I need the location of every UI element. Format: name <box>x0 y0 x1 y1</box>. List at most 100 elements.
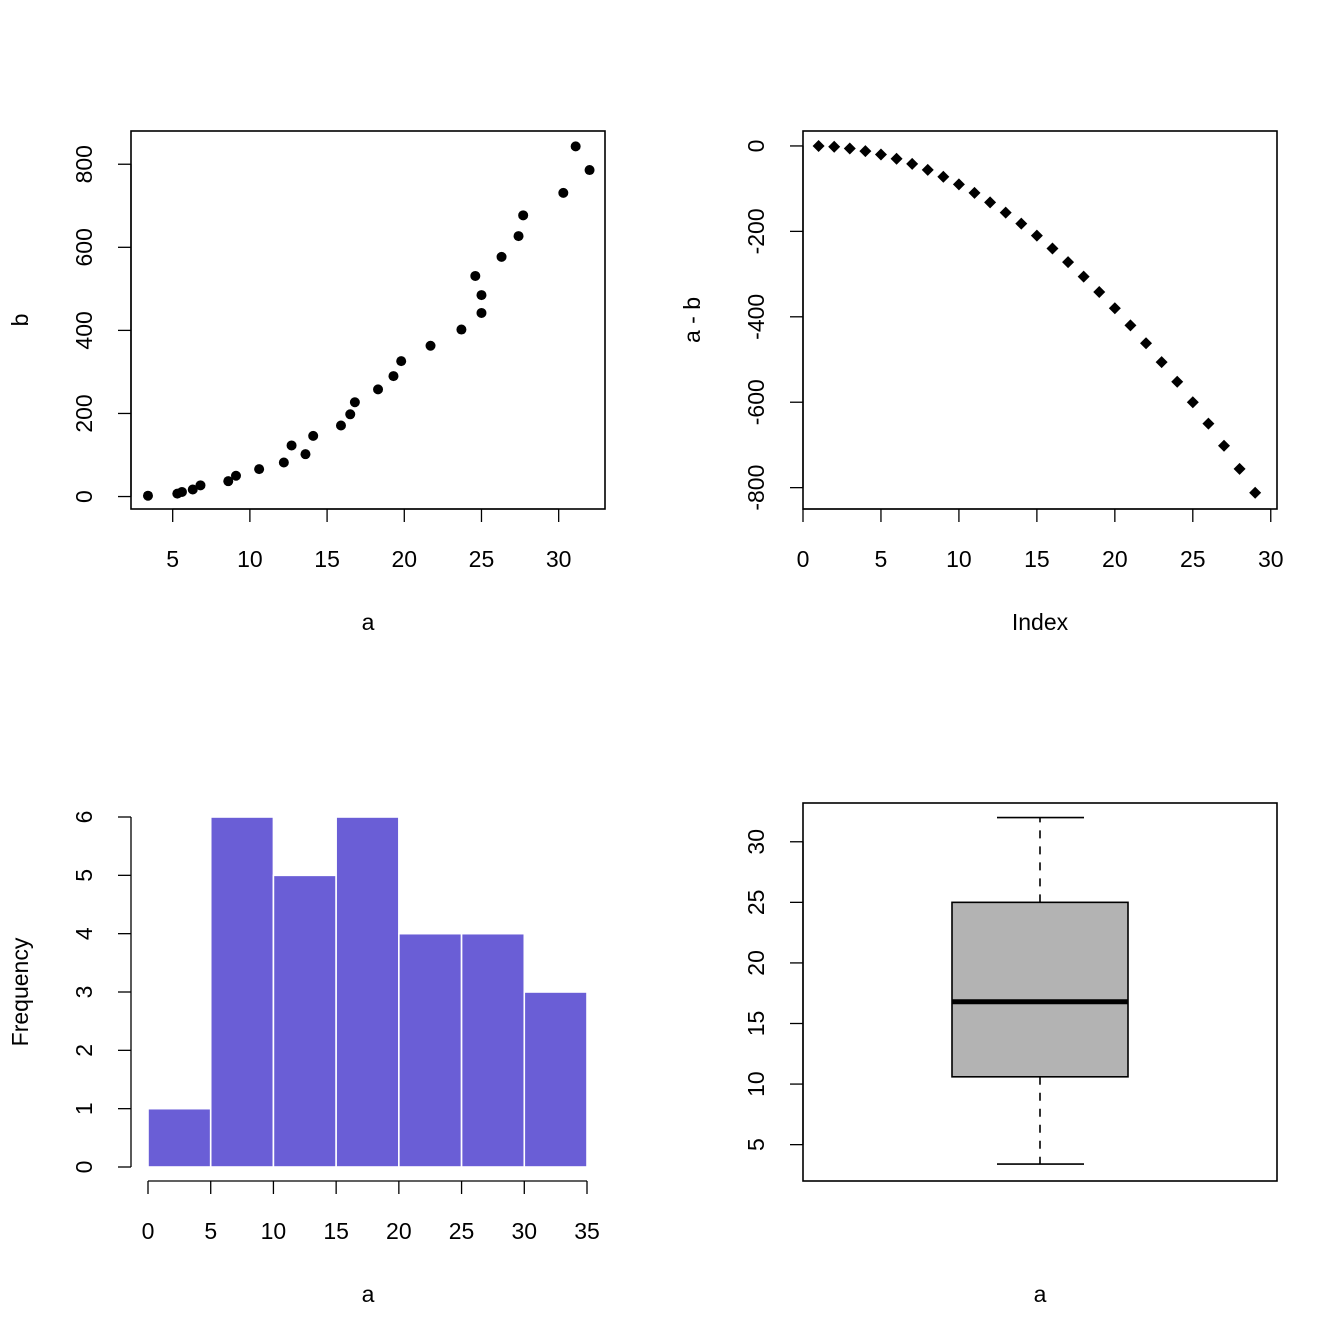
axis-title-x: a <box>1034 1281 1047 1307</box>
plot-frame <box>802 130 1278 510</box>
y-tick-label: 400 <box>71 311 97 349</box>
axis-title-x: Index <box>1012 609 1069 635</box>
data-point <box>1202 417 1215 430</box>
data-point <box>984 196 997 209</box>
x-tick-label: 5 <box>204 1218 217 1244</box>
data-point <box>1233 462 1246 475</box>
data-point <box>286 440 297 451</box>
data-point <box>278 457 289 468</box>
y-tick-label: 20 <box>743 950 769 976</box>
data-point <box>1140 337 1153 350</box>
axis-title-y: Frequency <box>7 937 33 1046</box>
y-tick-label: 5 <box>743 1138 769 1151</box>
data-point <box>518 210 529 221</box>
y-tick-label: 0 <box>71 490 97 503</box>
x-tick-label: 0 <box>797 546 810 572</box>
x-tick-label: 30 <box>1258 546 1284 572</box>
data-point <box>1217 439 1230 452</box>
data-point <box>1249 486 1262 499</box>
histogram-bar <box>209 816 275 1168</box>
y-tick-label: 6 <box>71 811 97 824</box>
plot-frame <box>130 130 606 510</box>
histogram-a: a Frequency 0 5 10 15 20 25 30 35 0 1 2 3 4 5 6 <box>7 811 600 1307</box>
data-point <box>142 490 153 501</box>
y-tick-label: 1 <box>71 1102 97 1115</box>
data-point <box>456 324 467 335</box>
x-tick-label: 20 <box>386 1218 412 1244</box>
y-tick-label: -400 <box>743 294 769 340</box>
interquartile-box <box>951 901 1129 1078</box>
histogram-bar <box>523 991 588 1168</box>
data-point <box>1108 302 1121 315</box>
y-tick-label: -200 <box>743 208 769 254</box>
y-tick-label: 800 <box>71 145 97 183</box>
data-point <box>496 251 507 262</box>
data-point <box>513 231 524 242</box>
data-point <box>843 142 856 155</box>
histogram-bar <box>460 932 526 1168</box>
data-point <box>937 170 950 183</box>
data-point <box>570 141 581 152</box>
y-tick-label: 0 <box>743 140 769 153</box>
data-point <box>1046 242 1059 255</box>
data-point <box>187 484 198 495</box>
x-tick-label: 10 <box>237 546 263 572</box>
y-tick-label: 4 <box>71 927 97 940</box>
data-point <box>388 371 399 382</box>
data-point <box>859 145 872 158</box>
axis-title-y: a - b <box>679 297 705 343</box>
data-point <box>1124 319 1137 332</box>
x-tick-label: 15 <box>323 1218 349 1244</box>
data-point <box>345 409 356 420</box>
data-point <box>335 420 346 431</box>
data-point <box>1015 217 1028 230</box>
axis-title-x: a <box>362 1281 375 1307</box>
data-point <box>906 157 919 170</box>
y-tick-label: 600 <box>71 228 97 266</box>
y-tick-label: 30 <box>743 829 769 855</box>
x-tick-label: 20 <box>1102 546 1128 572</box>
axis-title-y: b <box>7 314 33 327</box>
data-point <box>223 476 234 487</box>
data-point <box>828 140 841 153</box>
histogram-bar <box>398 932 463 1168</box>
data-point <box>300 449 311 460</box>
x-tick-label: 10 <box>261 1218 287 1244</box>
y-tick-label: 3 <box>71 986 97 999</box>
y-tick-label: 10 <box>743 1071 769 1097</box>
y-tick-label: 2 <box>71 1044 97 1057</box>
data-point <box>921 163 934 176</box>
scatter-a-vs-b: a b 5 10 15 20 25 30 0 200 400 600 800 <box>7 130 606 635</box>
data-point <box>476 290 487 301</box>
boxplot-a: a 5 10 15 20 25 30 <box>743 802 1278 1307</box>
data-point <box>254 464 265 475</box>
data-point <box>812 139 825 152</box>
data-point <box>373 384 384 395</box>
histogram-bar <box>147 1107 212 1168</box>
data-point <box>952 178 965 191</box>
y-tick-label: 5 <box>71 869 97 882</box>
y-tick-label: -600 <box>743 379 769 425</box>
data-point <box>584 165 595 176</box>
y-tick-label: 25 <box>743 890 769 916</box>
scatter-index-vs-a-minus-b: Index a - b 0 5 10 15 20 25 30 0 -200 -400 -600 -80… <box>679 130 1284 635</box>
x-tick-label: 25 <box>1180 546 1206 572</box>
data-point <box>349 397 360 408</box>
x-tick-label: 0 <box>142 1218 155 1244</box>
data-point <box>874 148 887 161</box>
histogram-bar <box>272 874 337 1168</box>
data-point <box>425 340 436 351</box>
x-tick-label: 30 <box>511 1218 537 1244</box>
y-tick-label: 15 <box>743 1011 769 1037</box>
x-tick-label: 25 <box>449 1218 475 1244</box>
x-tick-label: 30 <box>546 546 572 572</box>
data-point <box>476 307 487 318</box>
x-tick-label: 5 <box>166 546 179 572</box>
axis-title-x: a <box>362 609 375 635</box>
data-point <box>1077 270 1090 283</box>
data-point <box>1171 375 1184 388</box>
y-tick-label: 0 <box>71 1161 97 1174</box>
x-tick-label: 35 <box>574 1218 600 1244</box>
x-tick-label: 25 <box>469 546 495 572</box>
x-tick-label: 15 <box>314 546 340 572</box>
